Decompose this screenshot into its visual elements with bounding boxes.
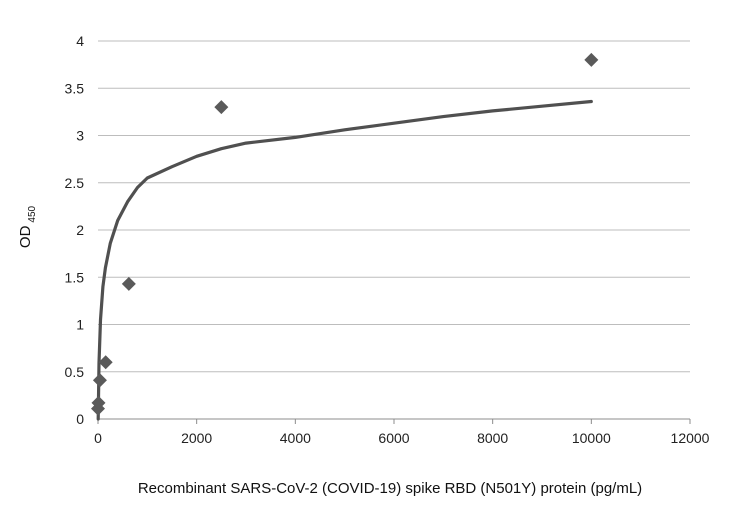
grid-layer [98, 40, 690, 373]
x-tick-label: 4000 [280, 430, 311, 446]
data-points-layer [91, 52, 599, 416]
data-point-diamond [584, 52, 599, 67]
y-tick-label: 0.5 [65, 364, 85, 380]
trendline-layer [96, 99, 593, 421]
tick-label-layer: 0 0.5 1 1.5 2 2.5 3 3.5 4 0 2000 4000 6000 8000 10000 1… [65, 33, 710, 446]
x-tick-label: 8000 [477, 430, 508, 446]
x-tick-label: 6000 [378, 430, 409, 446]
trendline-curve [96, 99, 593, 421]
x-tick-label: 0 [94, 430, 102, 446]
data-point-diamond [214, 100, 229, 115]
data-point-diamond [121, 276, 136, 291]
x-tick-label: 12000 [671, 430, 710, 446]
y-tick-label: 1.5 [65, 269, 85, 285]
data-point-diamond [98, 355, 113, 370]
x-tick-label: 10000 [572, 430, 611, 446]
y-axis-title-subscript: 450 [27, 205, 38, 222]
x-tick-label: 2000 [181, 430, 212, 446]
y-tick-label: 1 [76, 317, 84, 333]
y-tick-label: 4 [76, 33, 84, 49]
y-tick-label: 3.5 [65, 80, 85, 96]
y-tick-label: 2.5 [65, 175, 85, 191]
y-tick-label: 2 [76, 222, 84, 238]
y-axis-title: OD 450 [17, 205, 38, 248]
data-point-diamond [92, 373, 107, 388]
data-point-diamond [91, 395, 106, 410]
y-tick-label: 3 [76, 128, 84, 144]
x-axis-title: Recombinant SARS-CoV-2 (COVID-19) spike … [138, 480, 642, 497]
y-tick-label: 0 [76, 411, 84, 427]
y-axis-title-main: OD [17, 225, 34, 248]
